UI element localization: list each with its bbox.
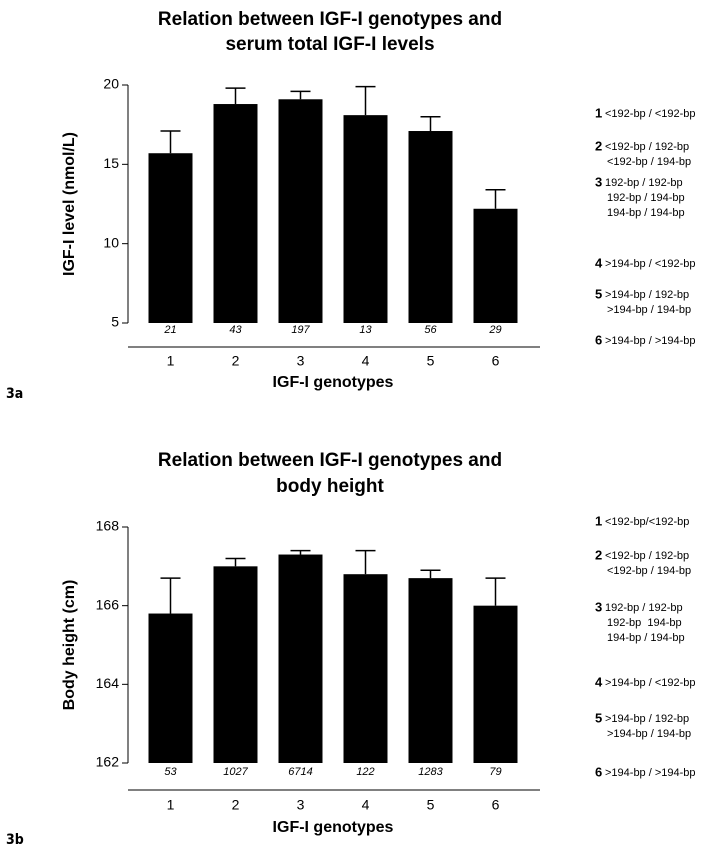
legend-number: 3: [595, 599, 602, 614]
bar: [343, 115, 388, 323]
sample-size: 29: [488, 324, 501, 336]
y-tick-label: 10: [103, 234, 119, 250]
x-axis-label: IGF-I genotypes: [273, 819, 394, 836]
chart-title: Relation between IGF-I genotypes and: [158, 9, 502, 30]
legend-number: 2: [595, 547, 602, 562]
sample-size: 122: [356, 766, 374, 778]
legend-number: 6: [595, 764, 602, 779]
x-axis-label: IGF-I genotypes: [273, 374, 394, 391]
legend-text: >194-bp / >194-bp: [605, 335, 696, 347]
legend-text: >194-bp / <192-bp: [605, 677, 696, 689]
bar: [148, 153, 193, 323]
x-tick-label: 6: [492, 797, 500, 813]
legend-text: >194-bp / 192-bp: [605, 713, 689, 725]
bar: [473, 208, 518, 323]
legend-text: <192-bp / 192-bp: [605, 550, 689, 562]
chart-title: Relation between IGF-I genotypes and: [158, 450, 502, 471]
bar: [473, 605, 518, 763]
y-axis-label: IGF-I level (nmol/L): [61, 132, 78, 276]
legend-text: 194-bp / 194-bp: [607, 207, 685, 219]
legend-number: 6: [595, 332, 602, 347]
legend-text: >194-bp / 194-bp: [607, 304, 691, 316]
legend-text: >194-bp / <192-bp: [605, 258, 696, 270]
legend-number: 5: [595, 286, 602, 301]
x-tick-label: 4: [362, 797, 370, 813]
x-tick-label: 5: [427, 353, 435, 369]
legend-number: 1: [595, 105, 602, 120]
x-tick-label: 1: [167, 353, 175, 369]
legend-text: <192-bp / 194-bp: [607, 565, 691, 577]
y-tick-label: 164: [96, 675, 120, 691]
x-tick-label: 3: [297, 797, 305, 813]
y-tick-label: 15: [103, 155, 119, 171]
legend-number: 5: [595, 710, 602, 725]
sample-size: 6714: [288, 766, 312, 778]
sample-size: 1027: [223, 766, 248, 778]
x-tick-label: 6: [492, 353, 500, 369]
legend-text: <192-bp / 192-bp: [605, 141, 689, 153]
legend-text: 192-bp 194-bp: [607, 617, 682, 629]
legend-text: 192-bp / 194-bp: [607, 192, 685, 204]
bar: [408, 578, 453, 763]
x-tick-label: 2: [232, 353, 240, 369]
sample-size: 56: [424, 324, 437, 336]
bar: [343, 574, 388, 763]
legend-text: >194-bp / >194-bp: [605, 767, 696, 779]
legend-number: 4: [595, 255, 603, 270]
y-tick-label: 166: [96, 596, 120, 612]
bar: [278, 99, 323, 323]
sample-size: 79: [489, 766, 501, 778]
panel-label: 3b: [6, 832, 24, 847]
y-axis-label: Body height (cm): [61, 580, 78, 711]
legend-text: <192-bp / <192-bp: [605, 108, 696, 120]
bar: [148, 613, 193, 763]
chart-title: serum total IGF-I levels: [225, 34, 434, 55]
sample-size: 43: [229, 324, 242, 336]
legend-text: 192-bp / 192-bp: [605, 602, 683, 614]
y-tick-label: 5: [111, 314, 119, 330]
legend-text: <192-bp/<192-bp: [605, 516, 689, 528]
bar: [278, 554, 323, 763]
legend-number: 3: [595, 174, 602, 189]
x-tick-label: 5: [427, 797, 435, 813]
legend-number: 4: [595, 674, 603, 689]
x-tick-label: 1: [167, 797, 175, 813]
sample-size: 13: [359, 324, 372, 336]
bar: [213, 104, 258, 323]
y-tick-label: 162: [96, 754, 120, 770]
sample-size: 197: [291, 324, 310, 336]
sample-size: 53: [164, 766, 177, 778]
sample-size: 21: [163, 324, 176, 336]
x-tick-label: 3: [297, 353, 305, 369]
legend-text: 194-bp / 194-bp: [607, 632, 685, 644]
legend-number: 1: [595, 513, 602, 528]
legend-text: 192-bp / 192-bp: [605, 177, 683, 189]
x-tick-label: 4: [362, 353, 370, 369]
y-tick-label: 20: [103, 76, 119, 92]
chart-title: body height: [276, 476, 384, 497]
legend-text: >194-bp / 192-bp: [605, 289, 689, 301]
legend-text: <192-bp / 194-bp: [607, 156, 691, 168]
sample-size: 1283: [418, 766, 443, 778]
bar: [408, 131, 453, 323]
y-tick-label: 168: [96, 518, 120, 534]
panel-label: 3a: [6, 386, 23, 402]
legend-number: 2: [595, 138, 602, 153]
x-tick-label: 2: [232, 797, 240, 813]
bar: [213, 566, 258, 763]
legend-text: >194-bp / 194-bp: [607, 728, 691, 740]
